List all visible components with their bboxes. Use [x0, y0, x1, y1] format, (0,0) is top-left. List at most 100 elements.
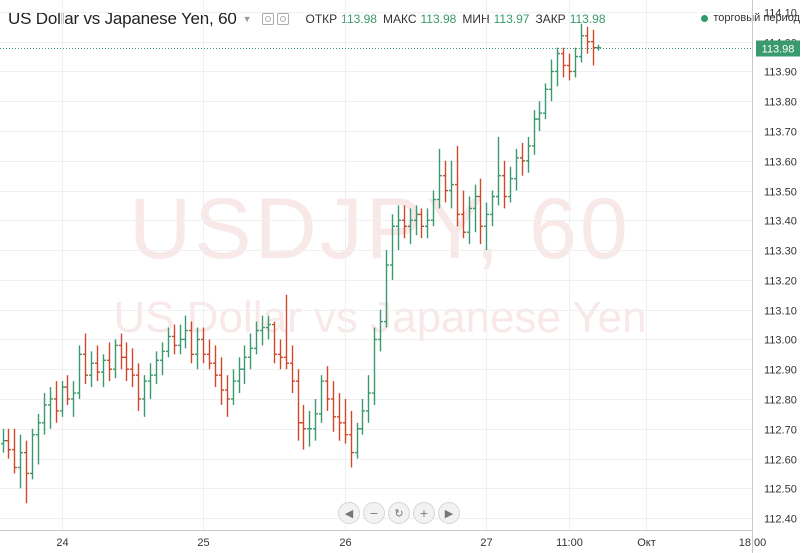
- ohlc-bar: [142, 375, 147, 417]
- ohlc-bar: [473, 184, 478, 233]
- y-tick-label: 112.40: [764, 514, 797, 526]
- scroll-left-icon[interactable]: ◀: [338, 502, 360, 524]
- ohlc-bar: [390, 214, 395, 280]
- ohlc-bar: [18, 434, 23, 489]
- ohlc-bar: [89, 351, 94, 388]
- ohlc-bar: [42, 393, 47, 435]
- ohlc-bar: [107, 342, 112, 382]
- ohlc-bar: [437, 148, 442, 209]
- ohlc-bar: [65, 375, 70, 405]
- close-value: 113.98: [569, 12, 606, 26]
- zoom-in-icon[interactable]: +: [413, 502, 435, 524]
- ohlc-bar: [154, 351, 159, 385]
- y-tick-label: 112.70: [764, 425, 797, 437]
- ohlc-bar: [366, 375, 371, 423]
- y-tick-label: 113.90: [764, 67, 797, 79]
- ohlc-bar: [384, 250, 389, 328]
- ohlc-bar: [136, 363, 141, 411]
- ohlc-bar: [591, 29, 596, 66]
- x-tick-label: Окт: [637, 537, 656, 549]
- ohlc-bar: [130, 348, 135, 388]
- session-label: торговый период: [713, 12, 800, 24]
- ohlc-bar: [272, 321, 277, 364]
- ohlc-bar: [296, 369, 301, 441]
- ohlc-bar: [24, 440, 29, 504]
- ohlc-bar: [6, 428, 11, 459]
- ohlc-bar: [596, 44, 601, 51]
- ohlc-bar: [543, 83, 548, 120]
- ohlc-bar: [467, 196, 472, 245]
- ohlc-bar: [408, 208, 413, 245]
- y-tick-label: 112.90: [764, 365, 797, 377]
- ohlc-bar: [455, 145, 460, 227]
- ohlc-bar: [331, 381, 336, 432]
- y-tick-label: 113.60: [764, 157, 797, 169]
- ohlc-bar: [549, 59, 554, 102]
- chart-header: US Dollar vs Japanese Yen, 60 ▼ ОТКР 113…: [0, 0, 752, 38]
- ohlc-bar: [490, 190, 495, 227]
- ohlc-bar: [254, 321, 259, 355]
- ohlc-bar: [325, 366, 330, 411]
- ohlc-bar: [195, 327, 200, 370]
- ohlc-bar: [478, 178, 483, 245]
- gear-icon[interactable]: [276, 13, 289, 25]
- symbol-title[interactable]: US Dollar vs Japanese Yen, 60: [8, 9, 237, 28]
- reset-icon[interactable]: ↻: [388, 502, 410, 524]
- x-tick-label: 25: [197, 537, 209, 549]
- ohlc-bar: [349, 410, 354, 468]
- ohlc-bar: [119, 333, 124, 370]
- ohlc-bar: [579, 23, 584, 63]
- ohlc-bar: [284, 294, 289, 370]
- ohlc-bar: [443, 160, 448, 203]
- ohlc-bar: [425, 208, 430, 239]
- ohlc-readout: ОТКР 113.98 МАКС 113.98 МИН 113.97 ЗАКР …: [306, 12, 612, 26]
- y-tick-label: 113.70: [764, 127, 797, 139]
- ohlc-bar: [60, 381, 65, 417]
- ohlc-bar: [449, 160, 454, 209]
- ohlc-bar: [319, 375, 324, 423]
- last-price-label: 113.98: [762, 44, 795, 56]
- ohlc-bar: [248, 333, 253, 370]
- ohlc-bar: [396, 205, 401, 251]
- ohlc-bar: [337, 393, 342, 441]
- ohlc-bar: [183, 315, 188, 349]
- y-tick-label: 113.20: [764, 276, 797, 288]
- ohlc-bar: [95, 345, 100, 382]
- ohlc-bar: [242, 345, 247, 385]
- y-tick-label: 113.30: [764, 246, 797, 258]
- settings-icon[interactable]: [261, 13, 274, 25]
- ohlc-bar: [502, 160, 507, 209]
- ohlc-bar: [36, 413, 41, 465]
- ohlc-bar: [537, 101, 542, 132]
- ohlc-bar: [484, 202, 489, 251]
- ohlc-bar: [496, 136, 501, 206]
- open-label: ОТКР: [305, 12, 338, 26]
- ohlc-bar: [189, 321, 194, 364]
- ohlc-bar: [313, 398, 318, 441]
- ohlc-bar: [555, 47, 560, 87]
- ohlc-bar: [172, 324, 177, 355]
- y-tick-label: 113.50: [764, 187, 797, 199]
- ohlc-bar: [372, 327, 377, 405]
- ohlc-bar: [414, 205, 419, 236]
- ohlc-bar: [266, 315, 271, 340]
- chevron-down-icon[interactable]: ▼: [242, 14, 252, 24]
- ohlc-bar: [290, 345, 295, 394]
- ohlc-bar: [419, 208, 424, 239]
- y-tick-label: 113.40: [764, 216, 797, 228]
- ohlc-bar: [83, 333, 88, 385]
- y-tick-label: 113.10: [764, 306, 797, 318]
- zoom-out-icon[interactable]: −: [363, 502, 385, 524]
- ohlc-bar: [567, 53, 572, 81]
- ohlc-bar: [378, 309, 383, 352]
- ohlc-bar: [307, 410, 312, 447]
- ohlc-bar: [402, 205, 407, 239]
- ohlc-bar: [54, 381, 59, 423]
- ohlc-bar: [113, 339, 118, 379]
- last-price-badge: [756, 40, 800, 57]
- ohlc-bar: [12, 428, 17, 474]
- scroll-right-icon[interactable]: ▶: [438, 502, 460, 524]
- ohlc-bar: [278, 339, 283, 370]
- ohlc-bar: [160, 342, 165, 376]
